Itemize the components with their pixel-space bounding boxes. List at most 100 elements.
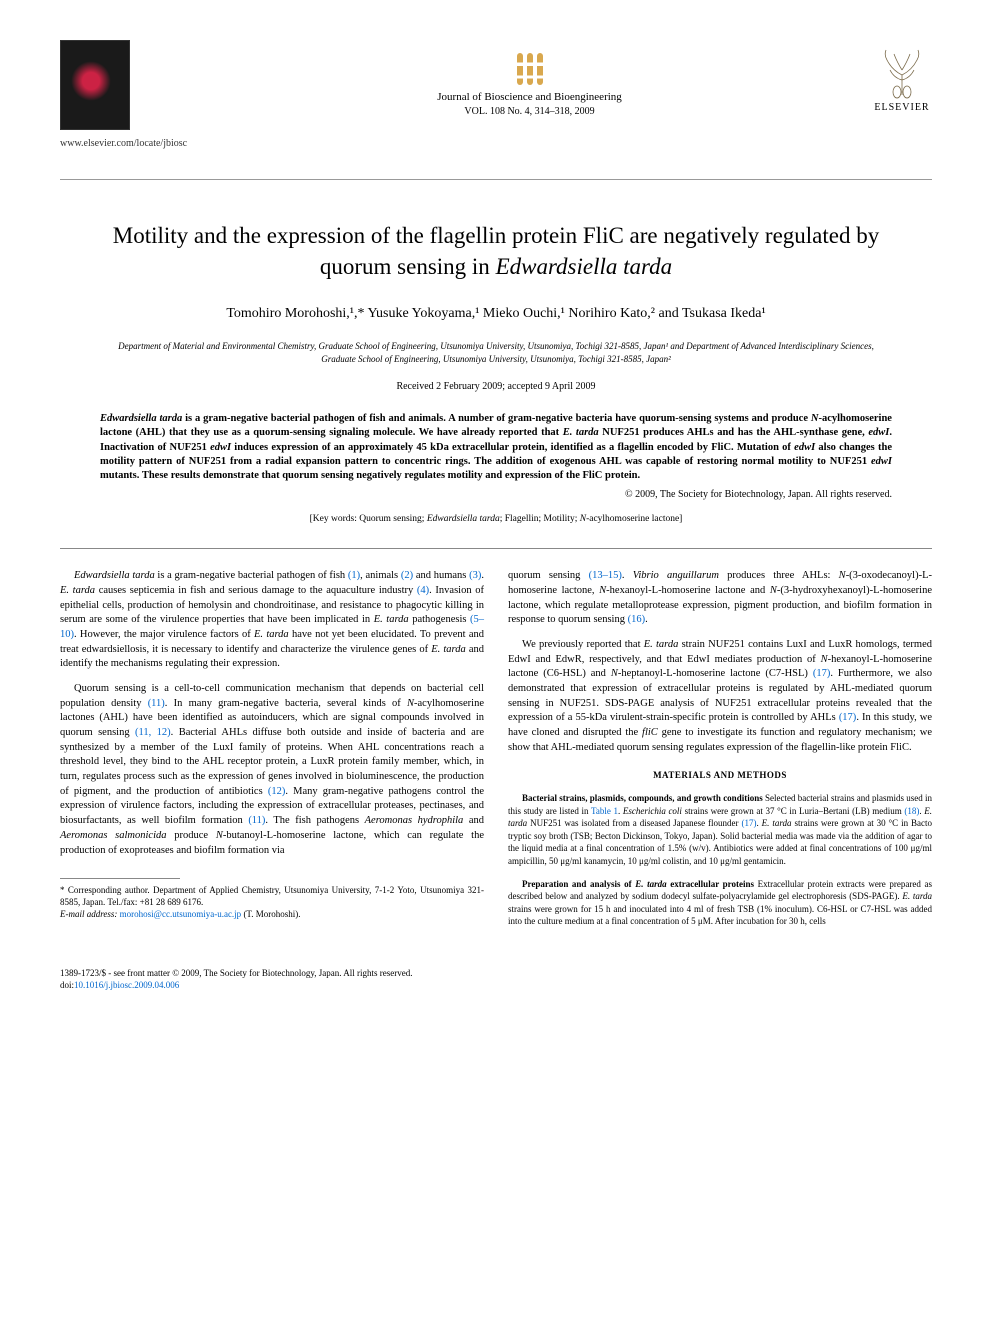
abstract-text: is a gram-negative bacterial pathogen of…	[182, 413, 811, 424]
doi-link[interactable]: 10.1016/j.jbiosc.2009.04.006	[74, 980, 179, 990]
corresponding-footnote: * Corresponding author. Department of Ap…	[60, 885, 484, 920]
abstract-gene: edwI	[794, 442, 815, 453]
italic-letter: N	[821, 654, 828, 665]
body-text: . In many gram-negative bacteria, severa…	[165, 698, 407, 709]
citation-link[interactable]: (11, 12)	[135, 727, 171, 738]
italic-letter: N	[407, 698, 414, 709]
keywords-text: ; Flagellin; Motility;	[500, 514, 580, 524]
body-text: and	[463, 815, 484, 826]
citation-link[interactable]: (13–15)	[589, 570, 622, 581]
footer-doi-line: doi:10.1016/j.jbiosc.2009.04.006	[60, 980, 932, 992]
methods-paragraph-2: Preparation and analysis of E. tarda ext…	[508, 878, 932, 928]
body-text: -homoserine lactone (C7-HSL)	[673, 668, 813, 679]
species-name: E. tarda	[644, 639, 679, 650]
keywords-label: [Key words:	[310, 514, 360, 524]
species-name: Aeromonas hydrophila	[365, 815, 464, 826]
article-dates: Received 2 February 2009; accepted 9 Apr…	[60, 381, 932, 392]
body-text: -hexanoyl-	[828, 654, 873, 665]
body-text: -(3-oxodecanoyl)-	[846, 570, 922, 581]
keywords-species: Edwardsiella tarda	[427, 514, 500, 524]
species-name: E. tarda	[374, 614, 409, 625]
abstract-copyright: © 2009, The Society for Biotechnology, J…	[100, 489, 892, 500]
citation-link[interactable]: (17)	[839, 712, 857, 723]
species-name: Edwardsiella tarda	[74, 570, 155, 581]
species-name: Vibrio anguillarum	[633, 570, 719, 581]
email-label: E-mail address:	[60, 909, 117, 919]
methods-subhead: Preparation and analysis of	[522, 879, 635, 889]
intro-paragraph-2-cont: quorum sensing (13–15). Vibrio anguillar…	[508, 569, 932, 628]
italic-letter: N	[839, 570, 846, 581]
journal-cover-thumb	[60, 40, 130, 130]
body-text: causes septicemia in fish and serious da…	[95, 585, 417, 596]
body-text: -heptanoyl-	[618, 668, 666, 679]
body-text: produce	[167, 830, 216, 841]
body-text: -homoserine lactone and	[658, 585, 770, 596]
email-link[interactable]: morohosi@cc.utsunomiya-u.ac.jp	[117, 909, 241, 919]
species-name: E. tarda	[902, 891, 932, 901]
citation-link[interactable]: (12)	[268, 786, 286, 797]
citation-link[interactable]: (11)	[248, 815, 265, 826]
journal-url: www.elsevier.com/locate/jbiosc	[60, 138, 187, 149]
body-text: -(3-hydroxyhexanoyl)-	[777, 585, 873, 596]
header-rule	[60, 179, 932, 180]
citation-link[interactable]: (17)	[741, 818, 756, 828]
title-species: Edwardsiella tarda	[496, 254, 673, 279]
body-text: strains were grown for 15 h and inoculat…	[508, 904, 932, 927]
footnote-text: (T. Morohoshi).	[241, 909, 300, 919]
citation-link[interactable]: (2)	[401, 570, 413, 581]
species-name: E. tarda	[60, 585, 95, 596]
header-left: www.elsevier.com/locate/jbiosc	[60, 40, 187, 149]
species-name: E. tarda	[431, 644, 466, 655]
citation-link[interactable]: (16)	[628, 614, 646, 625]
footer-copyright: 1389-1723/$ - see front matter © 2009, T…	[60, 968, 932, 980]
species-name: Aeromonas salmonicida	[60, 830, 167, 841]
intro-paragraph-2: Quorum sensing is a cell-to-cell communi…	[60, 682, 484, 858]
methods-subhead: extracellular proteins	[667, 879, 754, 889]
methods-subhead: Bacterial strains, plasmids, compounds, …	[522, 793, 763, 803]
body-text: strains were grown at 37 °C in Luria–Ber…	[682, 806, 904, 816]
citation-link[interactable]: (4)	[417, 585, 429, 596]
abstract-gene: edwI	[868, 427, 889, 438]
elsevier-logo-icon	[872, 40, 932, 100]
table-link[interactable]: Table 1	[591, 806, 618, 816]
author-list: Tomohiro Morohoshi,¹,* Yusuke Yokoyama,¹…	[60, 306, 932, 322]
italic-letter: N	[611, 668, 618, 679]
body-text: . However, the major virulence factors o…	[74, 629, 254, 640]
header-center: Journal of Bioscience and Bioengineering…	[437, 45, 622, 117]
footnote-email-line: E-mail address: morohosi@cc.utsunomiya-u…	[60, 909, 484, 921]
body-text: -butanoyl-	[223, 830, 267, 841]
body-text: .	[481, 570, 484, 581]
italic-letter: N	[216, 830, 223, 841]
keywords-text: Quorum sensing;	[359, 514, 427, 524]
species-name: Escherichia coli	[623, 806, 682, 816]
abstract-species: E. tarda	[563, 427, 599, 438]
body-rule	[60, 548, 932, 549]
citation-link[interactable]: (11)	[148, 698, 165, 709]
body-text: pathogenesis	[409, 614, 470, 625]
abstract-text: NUF251 produces AHLs and has the AHL-syn…	[599, 427, 869, 438]
keywords-text: -acylhomoserine lactone]	[586, 514, 682, 524]
species-name: E. tarda	[254, 629, 289, 640]
left-column: Edwardsiella tarda is a gram-negative ba…	[60, 569, 484, 938]
footnote-rule	[60, 878, 180, 879]
citation-link[interactable]: (1)	[348, 570, 360, 581]
abstract-gene: edwI	[871, 456, 892, 467]
right-column: quorum sensing (13–15). Vibrio anguillar…	[508, 569, 932, 938]
citation-link[interactable]: (3)	[469, 570, 481, 581]
body-text: We previously reported that	[522, 639, 644, 650]
body-text: and humans	[413, 570, 469, 581]
abstract-text: mutants. These results demonstrate that …	[100, 470, 640, 481]
intro-paragraph-1: Edwardsiella tarda is a gram-negative ba…	[60, 569, 484, 672]
body-text: -hexanoyl-	[606, 585, 651, 596]
body-text: produces three AHLs:	[719, 570, 839, 581]
page-header: www.elsevier.com/locate/jbiosc Journal o…	[60, 40, 932, 149]
page-footer: 1389-1723/$ - see front matter © 2009, T…	[60, 968, 932, 991]
journal-name: Journal of Bioscience and Bioengineering	[437, 91, 622, 104]
methods-paragraph-1: Bacterial strains, plasmids, compounds, …	[508, 792, 932, 868]
citation-link[interactable]: (18)	[904, 806, 919, 816]
doi-label: doi:	[60, 980, 74, 990]
article-title: Motility and the expression of the flage…	[90, 220, 902, 282]
journal-logo-icon	[510, 45, 550, 85]
citation-link[interactable]: (17)	[813, 668, 831, 679]
header-right: ELSEVIER	[872, 40, 932, 113]
